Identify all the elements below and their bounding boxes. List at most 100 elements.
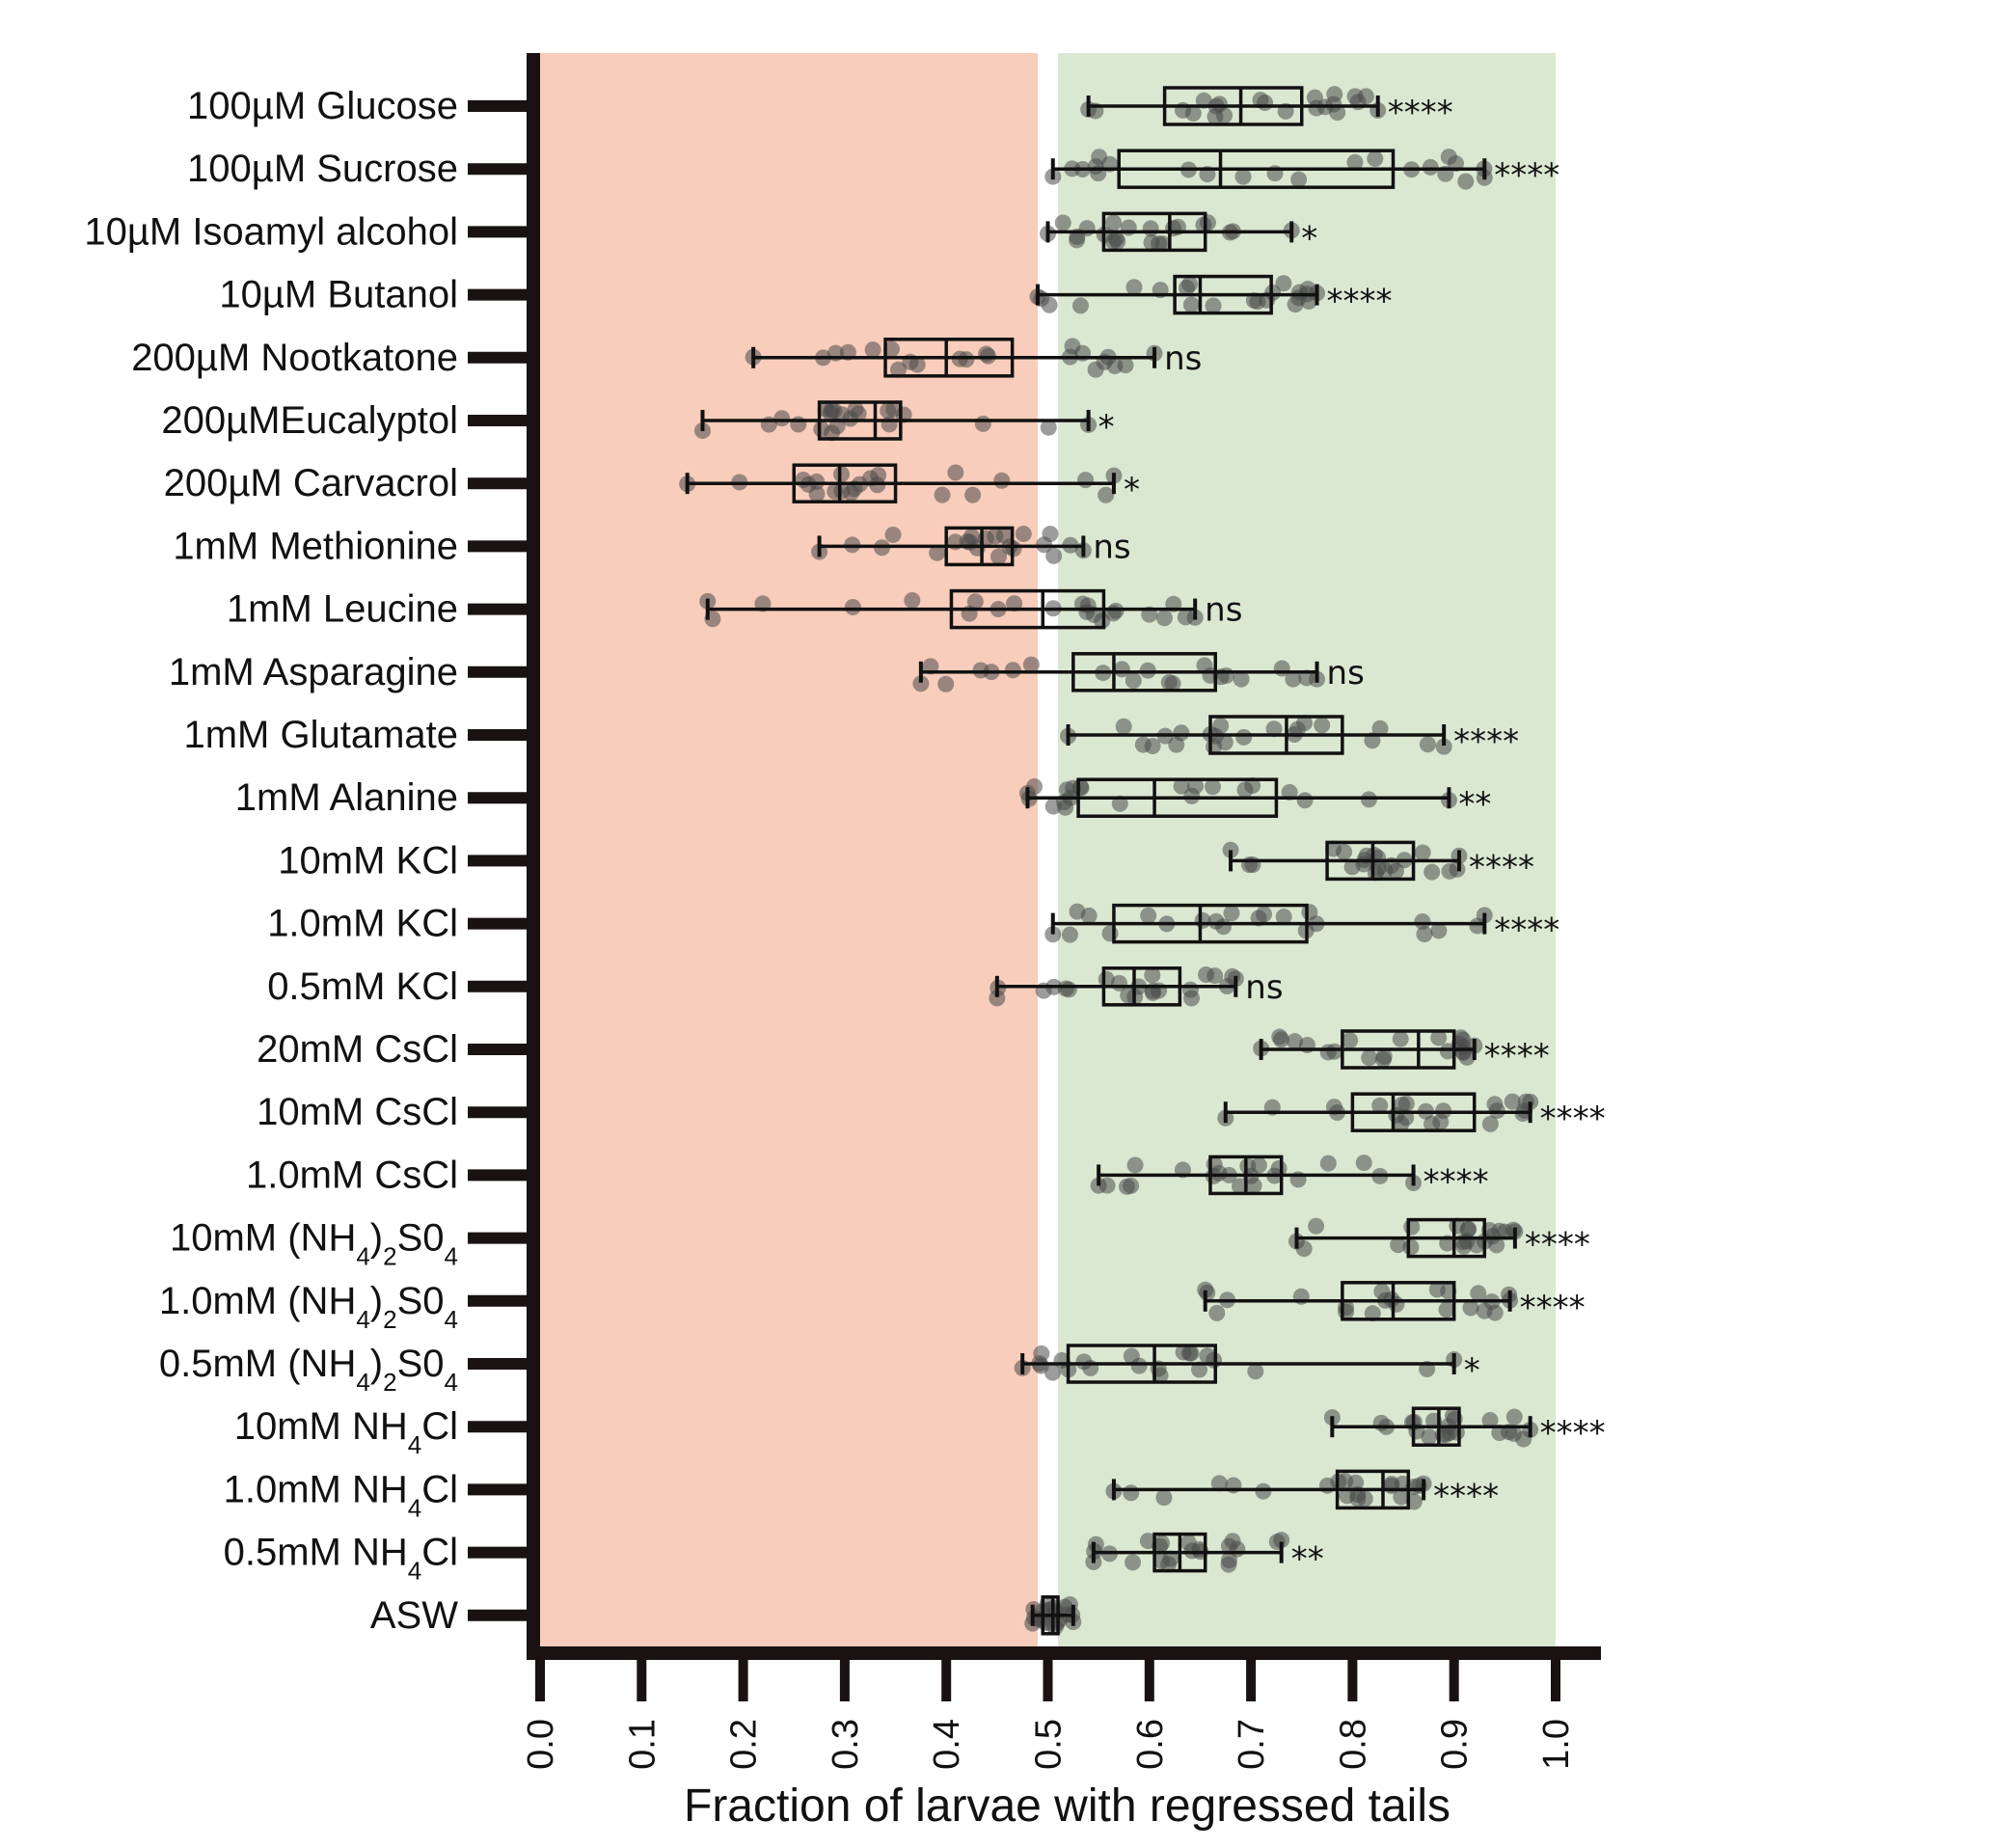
- point-10mm-cscl-18: [1393, 1115, 1410, 1132]
- point-100-m-glucose-15: [1346, 88, 1364, 105]
- category-label-1-0mm-cscl: 1.0mM CsCl: [246, 1154, 458, 1196]
- category-labels: 100µM Glucose 100µM Sucrose 10µM Isoamyl a…: [84, 85, 533, 1637]
- point-10-m-butanol-5: [1205, 297, 1222, 314]
- point-100-m-sucrose-14: [1346, 153, 1364, 171]
- point-1-0mm-kcl-3: [1416, 925, 1433, 942]
- point-0-5mm-nh4cl-18: [1153, 1535, 1171, 1552]
- sig-label-10mm-nh4cl: ****: [1540, 1414, 1606, 1453]
- sig-label-0-5mm-kcl: ns: [1245, 968, 1283, 1007]
- box-100-m-sucrose: [1117, 149, 1396, 189]
- sig-label-10-m-isoamyl-alcohol: *: [1301, 219, 1317, 258]
- category-label-0-5mm-nh4-2s04: 0.5mM (NH4)2S04: [159, 1343, 458, 1397]
- point-200-m-carvacrol-17: [947, 464, 964, 481]
- point-20mm-cscl-16: [1272, 1031, 1289, 1048]
- point-100-m-glucose-19: [1326, 86, 1343, 103]
- point-1-0mm-kcl-8: [1080, 907, 1098, 924]
- point-1mm-asparagine-8: [937, 675, 955, 693]
- point-0-5mm-kcl-9: [1181, 981, 1199, 998]
- point-10mm-nh4cl-3: [1421, 1428, 1438, 1446]
- point-1-0mm-cscl-6: [1319, 1155, 1337, 1172]
- point-1-0mm-nh4-2s04-16: [1208, 1304, 1226, 1321]
- point-1-0mm-kcl-20: [1101, 925, 1119, 942]
- point-200-meucalyptol-7: [813, 421, 830, 438]
- sig-label-10mm-nh4-2s04: ****: [1525, 1226, 1590, 1264]
- point-10mm-cscl-6: [1481, 1115, 1499, 1132]
- data-points: [679, 86, 1539, 1636]
- point-200-meucalyptol-4: [974, 415, 991, 432]
- point-200-m-carvacrol-16: [833, 466, 851, 483]
- point-10-m-isoamyl-alcohol-20: [1199, 214, 1216, 231]
- box-1-0mm-nh4cl: [1335, 1469, 1411, 1510]
- box-1mm-methionine: [944, 526, 1015, 567]
- sig-label-100-m-glucose: ****: [1388, 94, 1453, 132]
- x-axis-title: Fraction of larvae with regressed tails: [684, 1780, 1450, 1832]
- sig-label-10mm-kcl: ****: [1469, 848, 1534, 886]
- category-label-1mm-glutamate: 1mM Glutamate: [183, 714, 458, 756]
- point-20mm-cscl-19: [1454, 1038, 1472, 1055]
- point-10mm-kcl-6: [1423, 863, 1441, 881]
- point-10-m-butanol-2: [1071, 297, 1089, 314]
- x-tick-label-5: 0.5: [1029, 1719, 1070, 1770]
- point-10mm-nh4-2s04-14: [1488, 1237, 1505, 1254]
- point-1mm-methionine-2: [929, 544, 946, 561]
- category-label-1-0mm-nh4cl: 1.0mM NH4Cl: [224, 1468, 458, 1522]
- sig-label-1mm-glutamate: ****: [1453, 722, 1519, 761]
- box-0-5mm-kcl: [1101, 966, 1182, 1007]
- point-1mm-asparagine-10: [1160, 673, 1178, 691]
- point-1mm-alanine-4: [1173, 777, 1190, 795]
- point-10mm-kcl-17: [1336, 843, 1353, 860]
- point-1mm-asparagine-7: [1298, 669, 1315, 687]
- point-0-5mm-nh4-2s04-9: [1199, 1347, 1216, 1365]
- point-1mm-methionine-7: [884, 526, 902, 543]
- point-1mm-methionine-16: [995, 527, 1013, 544]
- point-1mm-glutamate-1: [1435, 738, 1452, 755]
- point-1mm-asparagine-17: [1218, 666, 1235, 684]
- point-1mm-glutamate-2: [1371, 720, 1389, 737]
- point-10-m-butanol-20: [1300, 292, 1317, 310]
- axes: [527, 53, 1601, 1701]
- point-1-0mm-kcl-18: [1061, 926, 1078, 943]
- point-1mm-asparagine-20: [1125, 672, 1142, 690]
- point-1-0mm-nh4-2s04-17: [1364, 1305, 1381, 1322]
- sig-label-0-5mm-nh4cl: **: [1291, 1540, 1324, 1579]
- point-10-m-isoamyl-alcohol-21: [1142, 220, 1159, 237]
- category-label-1mm-methionine: 1mM Methionine: [173, 525, 458, 567]
- point-1-0mm-nh4-2s04-5: [1199, 1284, 1216, 1301]
- point-1mm-glutamate-10: [1419, 736, 1436, 753]
- point-1mm-glutamate-11: [1134, 736, 1152, 753]
- point-200-m-nootkatone-2: [864, 341, 881, 359]
- point-1-0mm-cscl-21: [1098, 1177, 1116, 1194]
- point-0-5mm-kcl-21: [1144, 984, 1161, 1001]
- category-label-10-m-butanol: 10µM Butanol: [219, 274, 458, 316]
- point-20mm-cscl-8: [1374, 1050, 1392, 1068]
- point-1mm-asparagine-21: [1196, 657, 1213, 674]
- x-tick-label-3: 0.3: [826, 1719, 866, 1770]
- x-tick-label-6: 0.6: [1130, 1719, 1171, 1770]
- point-10-m-butanol-21: [1181, 276, 1199, 293]
- point-200-m-nootkatone-21: [978, 345, 995, 363]
- sig-label-1mm-alanine: **: [1458, 785, 1491, 824]
- category-label-asw: ASW: [370, 1594, 458, 1637]
- point-0-5mm-kcl-16: [1198, 966, 1215, 984]
- category-label-0-5mm-nh4cl: 0.5mM NH4Cl: [224, 1532, 458, 1586]
- point-1mm-glutamate-16: [1314, 717, 1331, 734]
- point-200-m-carvacrol-14: [1098, 486, 1115, 503]
- point-0-5mm-kcl-2: [1144, 966, 1161, 984]
- region-0: [540, 53, 1038, 1651]
- point-10-m-isoamyl-alcohol-19: [1054, 214, 1071, 231]
- category-label-1mm-asparagine: 1mM Asparagine: [169, 651, 458, 693]
- sig-label-200-m-nootkatone: ns: [1164, 340, 1202, 378]
- point-10-m-isoamyl-alcohol-9: [1105, 214, 1123, 231]
- point-1mm-alanine-20: [1183, 787, 1201, 804]
- sig-label-10-m-butanol: ****: [1327, 283, 1393, 321]
- point-1-0mm-nh4cl-14: [1123, 1484, 1140, 1502]
- point-100-m-sucrose-12: [1367, 149, 1384, 167]
- point-0-5mm-nh4-2s04-17: [1175, 1344, 1192, 1361]
- category-label-10mm-nh4-2s04: 10mM (NH4)2S04: [170, 1217, 458, 1271]
- point-20mm-cscl-20: [1392, 1030, 1409, 1047]
- point-10mm-cscl-3: [1504, 1093, 1521, 1110]
- point-10-m-butanol-18: [1249, 293, 1266, 311]
- point-0-5mm-nh4-2s04-14: [1247, 1363, 1264, 1380]
- point-1mm-glutamate-21: [1235, 728, 1253, 746]
